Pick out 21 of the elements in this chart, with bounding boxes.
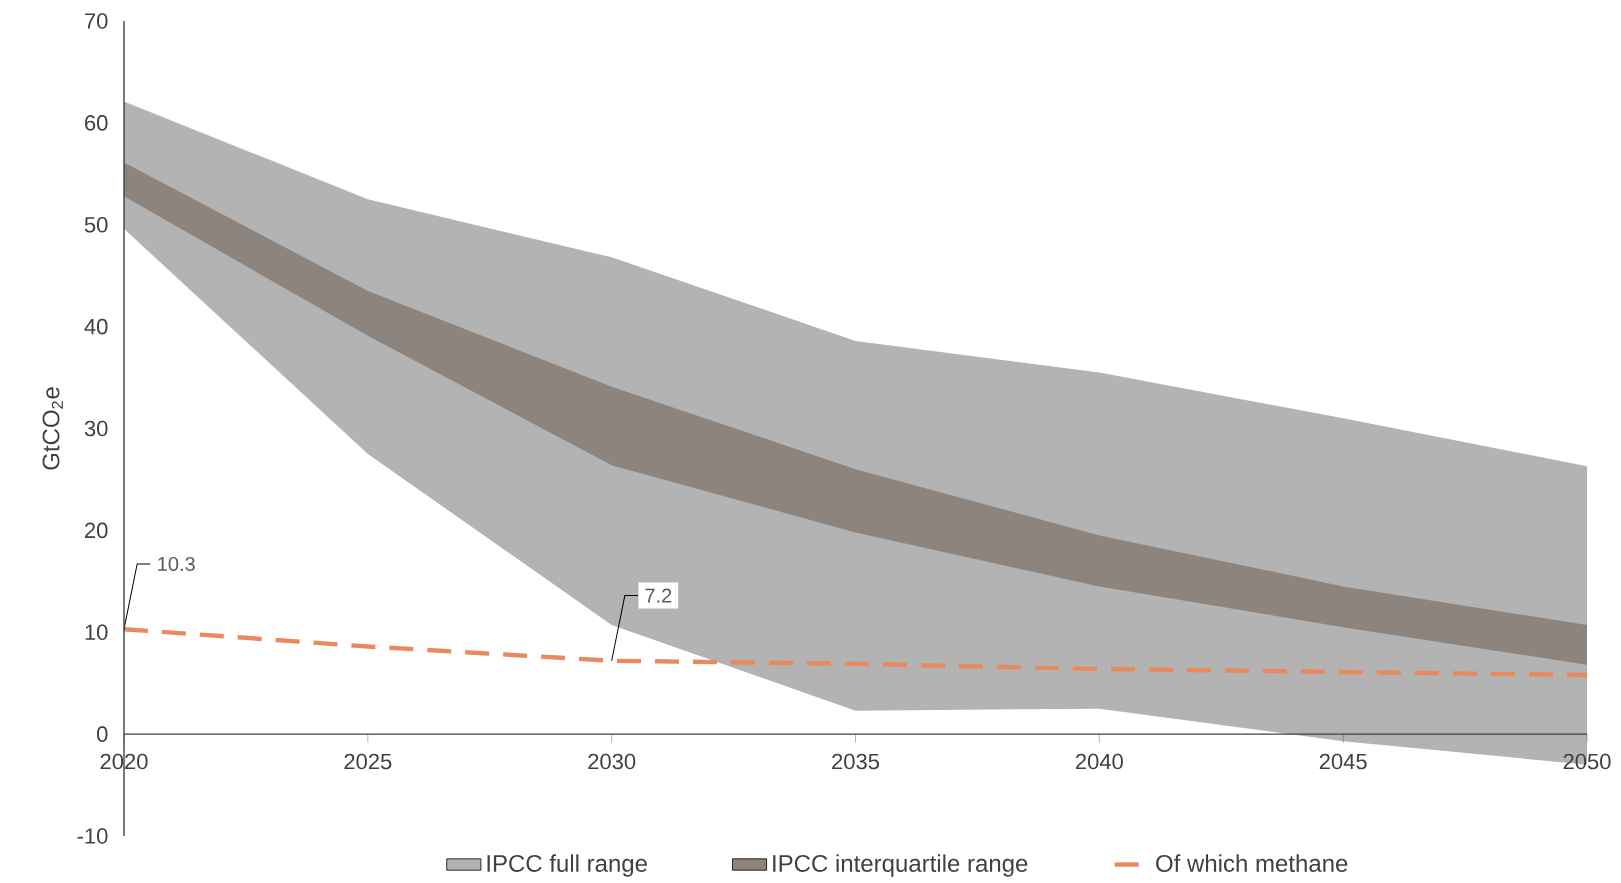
legend-label: IPCC full range — [487, 854, 647, 877]
x-tick-label: 2025 — [344, 753, 392, 770]
y-tick-label: 10 — [85, 624, 108, 641]
x-tick-label: 2040 — [1075, 753, 1123, 770]
y-tick-label: 50 — [84, 217, 108, 233]
x-tick-label: 2045 — [1319, 753, 1367, 770]
y-tick-label: 20 — [85, 522, 108, 539]
y-tick-label: 30 — [84, 420, 108, 437]
x-tick-label: 2035 — [832, 753, 880, 770]
data-label: 10.3 — [158, 557, 195, 572]
y-axis-title: GtCO$_{2}$e — [42, 387, 63, 470]
y-tick-label: -10 — [77, 828, 108, 844]
data-label: 7.2 — [645, 588, 672, 603]
y-tick-label: 40 — [84, 318, 108, 335]
y-tick-label: 0 — [97, 726, 108, 743]
x-tick-label: 2050 — [1563, 753, 1611, 770]
x-tick-label: 2030 — [588, 753, 636, 770]
legend-label: IPCC interquartile range — [773, 854, 1028, 877]
y-tick-label: 70 — [85, 13, 108, 29]
y-tick-label: 60 — [85, 115, 108, 131]
legend-label: Of which methane — [1156, 854, 1348, 873]
